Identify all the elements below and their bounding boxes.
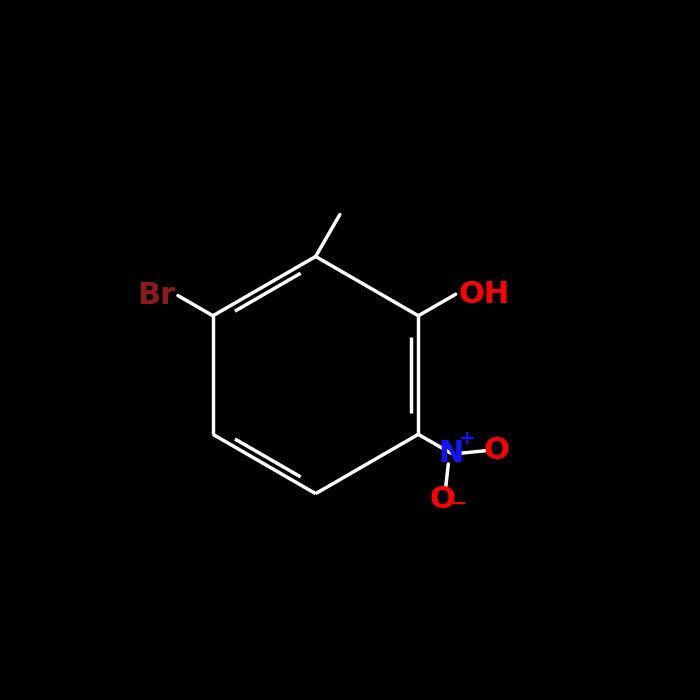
Text: O: O bbox=[430, 484, 456, 514]
Text: +: + bbox=[459, 428, 475, 447]
Text: Br: Br bbox=[137, 281, 175, 310]
Text: −: − bbox=[451, 494, 468, 513]
Text: O: O bbox=[484, 436, 510, 465]
Text: N: N bbox=[438, 439, 463, 468]
Text: OH: OH bbox=[458, 280, 510, 309]
